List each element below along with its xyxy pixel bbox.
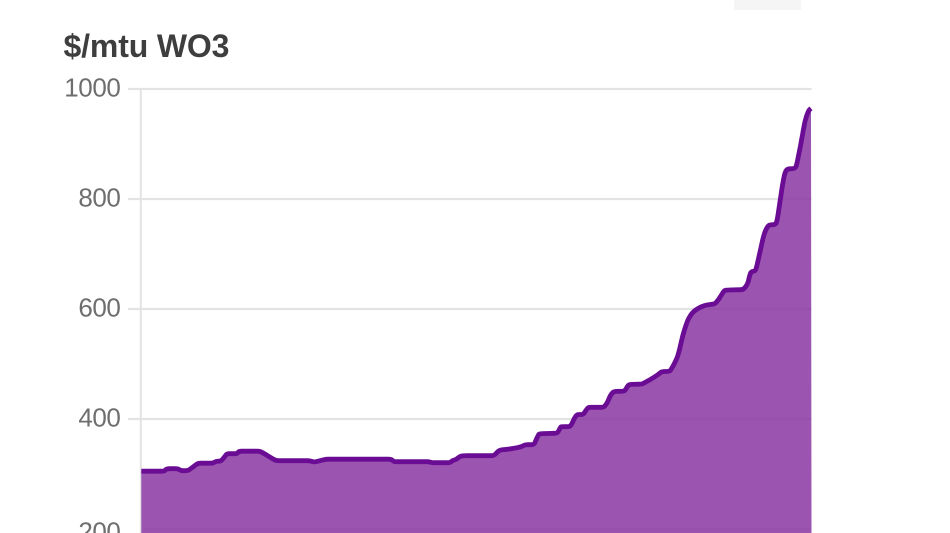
- svg-text:400: 400: [78, 403, 120, 433]
- svg-text:1000: 1000: [64, 73, 120, 103]
- svg-text:600: 600: [78, 293, 120, 323]
- svg-text:$/mtu WO3: $/mtu WO3: [64, 28, 230, 64]
- svg-text:200: 200: [78, 517, 120, 533]
- svg-text:800: 800: [78, 183, 120, 213]
